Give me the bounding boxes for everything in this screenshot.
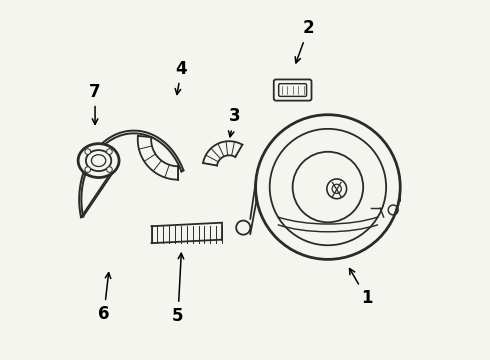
Circle shape: [107, 149, 112, 154]
Text: 1: 1: [349, 269, 372, 307]
Text: 2: 2: [295, 19, 314, 63]
Circle shape: [85, 149, 91, 154]
Circle shape: [107, 167, 112, 172]
Circle shape: [85, 167, 91, 172]
Text: 3: 3: [228, 108, 240, 137]
Text: 7: 7: [89, 83, 101, 124]
Text: 4: 4: [175, 60, 187, 94]
Ellipse shape: [78, 144, 119, 177]
Text: 6: 6: [98, 273, 111, 323]
Circle shape: [236, 221, 250, 235]
Text: 5: 5: [172, 253, 184, 325]
